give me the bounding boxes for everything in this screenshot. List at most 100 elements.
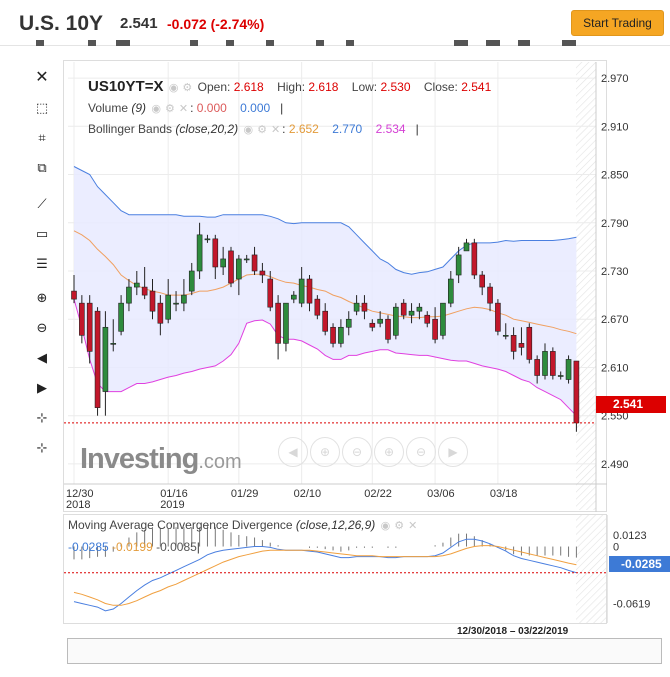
x-tick-label: 03/06 [427, 488, 455, 500]
cursor-icon[interactable]: ⬚ [35, 100, 49, 115]
candle-body [565, 359, 572, 380]
gear-icon[interactable]: ⚙ [257, 124, 267, 136]
candle-body [463, 242, 470, 252]
x-tick-label: 02/22 [364, 488, 392, 500]
magnet-icon[interactable]: ⊹ [36, 410, 48, 425]
macd-y-tick: 0 [613, 542, 619, 554]
y-tick-label: 2.850 [601, 170, 629, 182]
zoom-out-icon[interactable]: ⊖ [342, 437, 372, 467]
zoom-in-icon[interactable]: ⊕ [374, 437, 404, 467]
candle-body [165, 294, 171, 320]
candle-body [149, 290, 156, 312]
close-label: Close: [423, 80, 458, 94]
x-tick-label: 01/29 [231, 488, 259, 500]
candle-body [290, 294, 297, 300]
measure-icon[interactable]: ⊹ [36, 440, 48, 455]
rectangle-icon[interactable]: ▭ [35, 226, 49, 241]
range-navigator[interactable] [67, 638, 662, 664]
main-chart-frame [63, 60, 607, 512]
low-value: 2.530 [380, 80, 411, 94]
candle-body [345, 318, 352, 328]
page-title: U.S. 10Y [19, 12, 104, 35]
candle-body [188, 270, 195, 292]
scroll-right-icon[interactable]: ▶ [37, 380, 47, 395]
candle-body [479, 274, 486, 288]
gear-icon[interactable]: ⚙ [165, 103, 175, 115]
macd-future-area [576, 515, 607, 623]
candle-body [110, 343, 117, 345]
crosshair-icon[interactable]: ⌗ [38, 130, 46, 145]
candle-body [243, 258, 250, 261]
pan-right-icon[interactable]: ▶ [438, 437, 468, 467]
candle-body [338, 326, 344, 344]
candle-body [369, 322, 376, 328]
last-price-tag: 2.541 [596, 396, 666, 413]
trendline-icon[interactable]: ⟋ [37, 196, 47, 211]
candle-body [471, 242, 478, 276]
eye-icon[interactable]: ◉ [151, 103, 161, 115]
candle-body [212, 238, 219, 268]
high-label: High: [277, 80, 306, 94]
bb-value-2: 2.770 [332, 122, 363, 136]
date-range-label: 12/30/2018 – 03/22/2019 [457, 626, 569, 637]
candle-body [408, 310, 415, 316]
y-tick-label: 2.610 [601, 362, 629, 374]
eye-icon[interactable]: ◉ [168, 82, 179, 94]
open-label: Open: [197, 80, 231, 94]
candle-body [377, 318, 383, 324]
candle-body [267, 278, 274, 308]
start-trading-button[interactable]: Start Trading [571, 10, 664, 36]
macd-param: (close,12,26,9) [295, 518, 376, 532]
candle-body [306, 278, 313, 304]
candle-body [141, 286, 148, 296]
close-icon[interactable]: ✕ [35, 69, 49, 86]
candle-body [126, 286, 132, 304]
eye-icon[interactable]: ◉ [243, 124, 254, 136]
bb-value-1: 2.652 [288, 122, 319, 136]
volume-value-2: 0.000 [240, 101, 271, 115]
volume-legend: Volume (9) ◉ ⚙ ✕: 0.000 0.000 | [88, 101, 284, 115]
remove-icon[interactable]: ✕ [270, 124, 281, 136]
bb-upper-line [73, 166, 577, 275]
volume-value-1: 0.000 [196, 101, 227, 115]
candle-body [440, 302, 446, 336]
last-price: 2.541 [120, 15, 158, 32]
candle-body [102, 326, 109, 392]
macd-y-tick: 0.0123 [613, 530, 647, 542]
copy-icon[interactable]: ⧉ [37, 160, 47, 175]
bb-middle-line [73, 230, 577, 335]
pan-left-icon[interactable]: ◀ [278, 437, 308, 467]
bb-value-3: 2.534 [375, 122, 406, 136]
candle-body [455, 254, 462, 276]
candle-body [518, 343, 525, 348]
zoom-in-icon[interactable]: ⊕ [36, 290, 48, 305]
zoom-reset-icon[interactable]: ⊖ [406, 437, 436, 467]
candle-body [79, 302, 85, 336]
fibonacci-icon[interactable]: ☰ [36, 256, 48, 271]
gear-icon[interactable]: ⚙ [182, 82, 193, 94]
eye-icon[interactable]: ◉ [380, 520, 391, 532]
candle-body [385, 318, 391, 340]
signal-line [73, 545, 577, 606]
candle-body [502, 335, 509, 337]
candle-body [181, 294, 187, 304]
scroll-left-icon[interactable]: ◀ [37, 350, 47, 365]
remove-icon[interactable]: ✕ [408, 520, 418, 532]
candle-body [134, 282, 140, 288]
zoom-out-icon[interactable]: ⊖ [36, 320, 48, 335]
remove-icon[interactable]: ✕ [178, 103, 189, 115]
candle-body [526, 326, 533, 360]
candle-body [495, 302, 501, 332]
gear-icon[interactable]: ⚙ [394, 520, 405, 532]
macd-label: Moving Average Convergence Divergence [68, 518, 293, 532]
drawing-toolbar: ✕ ⬚ ⌗ ⧉ ⟋ ▭ ☰ ⊕ ⊖ ◀ ▶ ⊹ ⊹ [22, 60, 60, 510]
symbol-label: US10YT=X [88, 78, 164, 95]
zoom-in-icon[interactable]: ⊕ [310, 437, 340, 467]
candle-body [173, 302, 179, 305]
price-change: -0.072 (-2.74%) [167, 16, 265, 32]
header: U.S. 10Y 2.541 -0.072 (-2.74%) Start Tra… [0, 0, 670, 46]
macd-value-tag: -0.0285 [609, 556, 670, 572]
candle-body [557, 375, 564, 377]
candle-body [361, 302, 368, 312]
